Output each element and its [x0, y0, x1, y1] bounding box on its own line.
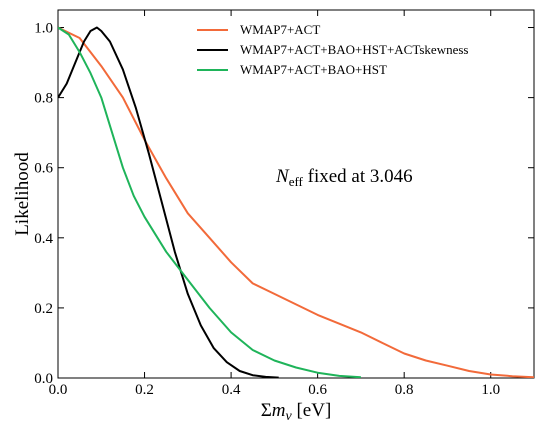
x-tick-label: 0.4	[222, 382, 241, 398]
plot-border	[57, 9, 535, 379]
tick-labels: 0.0 0.2 0.4 0.6 0.8 1.0 0.0 0.2 0.4 0.6 0.8 1.0	[34, 21, 500, 398]
neff-annotation: Neff fixed at 3.046	[275, 166, 413, 189]
legend-label: WMAP7+ACT+BAO+HST+ACTskewness	[240, 42, 468, 57]
x-tick-label: 1.0	[481, 382, 500, 398]
plot-frame	[57, 9, 535, 379]
y-tick-label: 1.0	[34, 21, 53, 37]
series-line-3	[58, 26, 361, 378]
x-axis-label: Σmν [eV]	[261, 400, 332, 423]
y-tick-label: 0.6	[34, 161, 53, 177]
y-tick-label: 0.8	[34, 91, 53, 107]
x-tick-label: 0.8	[395, 382, 414, 398]
y-tick-label: 0.0	[34, 371, 53, 387]
y-tick-label: 0.2	[34, 301, 53, 317]
legend-label: WMAP7+ACT	[240, 22, 320, 37]
series-line-2	[58, 26, 279, 378]
series-line-1	[58, 26, 534, 378]
legend: WMAP7+ACT WMAP7+ACT+BAO+HST+ACTskewness WM…	[197, 22, 468, 77]
y-tick-label: 0.4	[34, 231, 53, 247]
x-tick-label: 0.2	[135, 382, 154, 398]
y-axis-label: Likelihood	[12, 152, 33, 236]
legend-label: WMAP7+ACT+BAO+HST	[240, 62, 387, 77]
axis-ticks	[57, 10, 534, 379]
series-lines	[58, 26, 534, 378]
x-tick-label: 0.0	[49, 382, 68, 398]
x-tick-label: 0.6	[308, 382, 327, 398]
